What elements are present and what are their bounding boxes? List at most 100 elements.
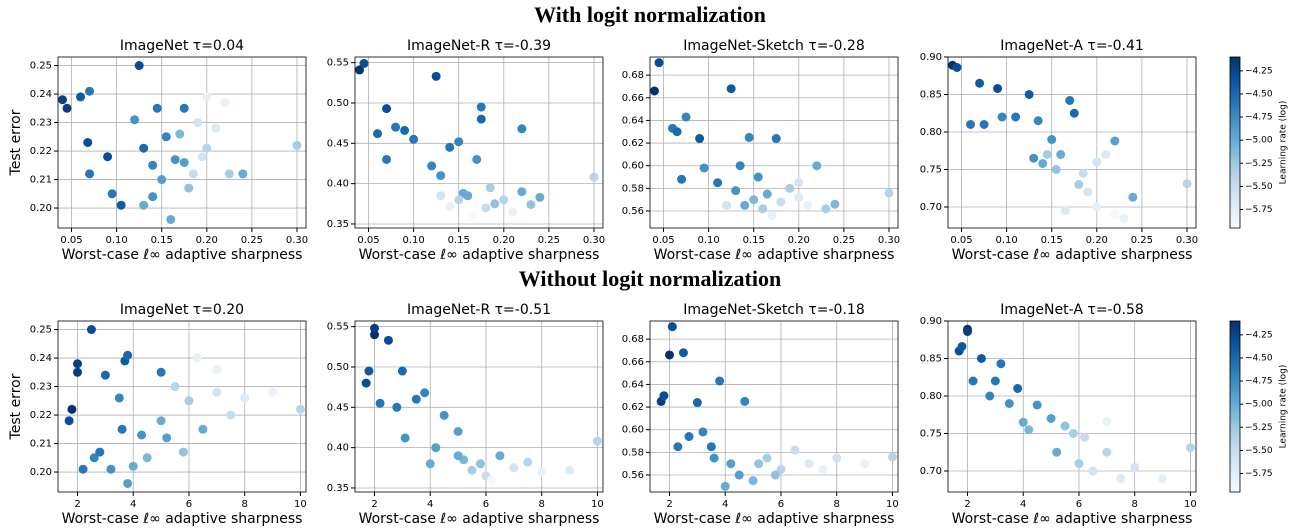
x-tick-label: 0.05 <box>950 235 972 246</box>
y-tick-label: 0.66 <box>622 93 644 104</box>
point <box>589 172 599 182</box>
point <box>1130 462 1140 472</box>
colorbar-label: Learning rate (log) <box>1279 365 1289 449</box>
point <box>985 391 995 401</box>
x-tick-label: 0.25 <box>1131 235 1153 246</box>
point <box>804 459 814 469</box>
x-tick-label: 2 <box>666 499 672 510</box>
x-tick-label: 0.10 <box>995 235 1017 246</box>
point <box>1101 150 1111 159</box>
point <box>179 157 189 167</box>
point <box>78 464 88 474</box>
point <box>1069 108 1079 118</box>
x-tick-label: 10 <box>1184 499 1197 510</box>
point <box>463 191 473 201</box>
y-tick-label: 0.75 <box>920 165 942 176</box>
x-tick-label: 0.15 <box>151 235 173 246</box>
point <box>427 161 437 171</box>
point <box>454 137 464 147</box>
point <box>740 396 750 406</box>
point <box>490 199 500 209</box>
y-tick-label: 0.68 <box>622 70 644 81</box>
y-axis-label: Test error <box>8 373 24 440</box>
point <box>794 192 804 202</box>
point <box>73 359 83 369</box>
axes-frame <box>354 56 604 229</box>
point <box>487 475 497 485</box>
point <box>436 191 446 201</box>
point <box>128 461 138 471</box>
point <box>812 161 822 171</box>
point <box>156 367 166 377</box>
axes-frame <box>649 56 899 229</box>
point <box>148 192 158 202</box>
point <box>1065 96 1075 105</box>
point <box>1078 168 1088 178</box>
point <box>692 398 702 408</box>
x-tick-label: 0.25 <box>538 235 560 246</box>
panel-title: ImageNet-A τ=-0.58 <box>1000 302 1144 318</box>
point <box>963 327 973 336</box>
point <box>184 396 194 406</box>
point <box>1110 136 1120 146</box>
colorbar-tick-label: −5.50 <box>1245 182 1273 192</box>
point <box>370 330 380 340</box>
axes-frame <box>57 320 307 493</box>
y-tick-label: 0.50 <box>327 362 349 373</box>
point <box>383 335 393 345</box>
point <box>485 183 495 193</box>
point <box>130 115 140 125</box>
point <box>1029 153 1039 163</box>
point <box>476 114 486 124</box>
point <box>1047 135 1057 144</box>
point <box>767 211 777 221</box>
point <box>1024 425 1034 435</box>
point <box>467 211 477 221</box>
x-tick-label: 4 <box>722 499 728 510</box>
y-tick-label: 0.23 <box>30 382 52 393</box>
colorbar-tick-label: −5.00 <box>1245 400 1273 410</box>
axes-frame <box>947 320 1197 493</box>
point <box>116 200 126 210</box>
y-tick-label: 0.20 <box>30 467 52 478</box>
point <box>178 447 188 457</box>
colorbar-label: Learning rate (log) <box>1279 101 1289 185</box>
panel: 0.05 0.10 0.15 0.20 0.25 0.30 0.35 0.40 0.45 0.50… <box>327 38 605 263</box>
x-tick-label: 0.20 <box>788 235 810 246</box>
point <box>224 169 234 179</box>
x-axis-label: Worst-case ℓ∞ adaptive sharpness <box>654 247 895 263</box>
plot-area <box>650 321 898 492</box>
point <box>1185 443 1195 453</box>
y-tick-label: 0.85 <box>920 354 942 365</box>
point <box>884 188 894 198</box>
y-tick-label: 0.25 <box>30 61 52 72</box>
point <box>659 391 669 401</box>
point <box>832 453 842 463</box>
point <box>975 78 985 88</box>
point <box>137 430 147 440</box>
point <box>114 393 124 403</box>
colorbar-tick-label: −4.25 <box>1245 66 1273 76</box>
panel-title: ImageNet τ=0.20 <box>120 302 244 318</box>
y-tick-label: 0.40 <box>327 443 349 454</box>
x-axis-label: Worst-case ℓ∞ adaptive sharpness <box>359 511 600 527</box>
point <box>64 416 74 426</box>
panel-title: ImageNet τ=0.04 <box>120 38 244 54</box>
axes-frame <box>947 56 1197 229</box>
point <box>431 443 441 453</box>
point <box>698 427 708 437</box>
plot-area <box>948 57 1196 228</box>
panel-title: ImageNet-R τ=-0.39 <box>407 38 551 54</box>
colorbar-tick-label: −4.50 <box>1245 353 1273 363</box>
point <box>762 189 772 199</box>
y-tick-label: 0.70 <box>920 202 942 213</box>
point <box>678 348 688 358</box>
colorbar-tick-label: −5.00 <box>1245 136 1273 146</box>
point <box>1092 157 1102 167</box>
x-tick-label: 0.30 <box>583 235 605 246</box>
point <box>162 433 172 443</box>
point <box>997 112 1007 122</box>
x-tick-label: 0.15 <box>448 235 470 246</box>
point <box>425 459 435 469</box>
panel-title: ImageNet-R τ=-0.51 <box>407 302 551 318</box>
